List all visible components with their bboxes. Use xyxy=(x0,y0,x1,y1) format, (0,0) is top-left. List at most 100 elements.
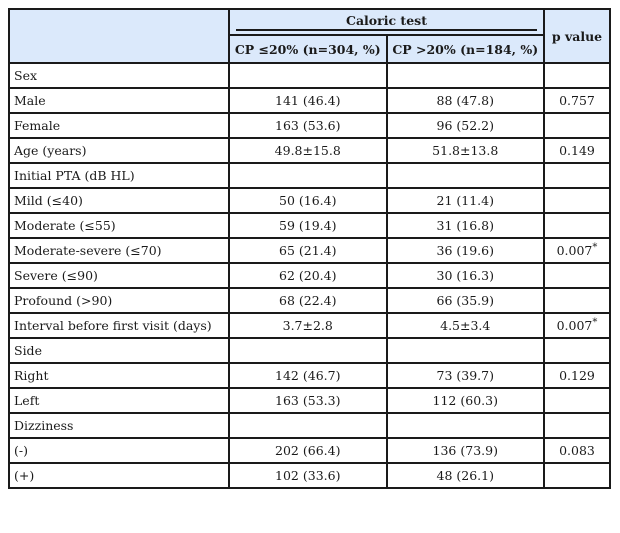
cp-low-value-cell: 102 (33.6) xyxy=(228,462,388,489)
row-label-cell: Initial PTA (dB HL) xyxy=(8,162,230,189)
row-label-cell: Moderate (≤55) xyxy=(8,212,230,239)
table-row: Right 142 (46.7) 73 (39.7) 0.129 xyxy=(8,362,611,389)
cp-low-value-cell: 163 (53.6) xyxy=(228,112,388,139)
row-label-cell: Dizziness xyxy=(8,412,230,439)
header-blank-cell xyxy=(8,8,230,64)
cp-low-value-cell: 163 (53.3) xyxy=(228,387,388,414)
cp-low-value-cell: 3.7±2.8 xyxy=(228,312,388,339)
cp-high-value-cell: 30 (16.3) xyxy=(385,262,545,289)
header-row-top: Caloric test p value xyxy=(8,8,611,64)
caloric-test-group-header: Caloric test xyxy=(228,8,545,36)
cp-low-value-cell: 142 (46.7) xyxy=(228,362,388,389)
p-value-text: 0.007 xyxy=(556,243,593,259)
p-value-text: 0.149 xyxy=(559,143,595,159)
header-row-bottom: CP ≤20% (n=304, %) CP >20% (n=184, %) xyxy=(9,34,610,64)
row-label-cell: Age (years) xyxy=(8,137,230,164)
p-value-cell xyxy=(543,187,611,214)
p-value-text: 0.757 xyxy=(559,93,595,109)
cp-high-value-cell: 73 (39.7) xyxy=(385,362,545,389)
cp-low-value-cell: 59 (19.4) xyxy=(228,212,388,239)
p-value-text: 0.083 xyxy=(559,443,595,459)
table-row: Initial PTA (dB HL) xyxy=(8,162,611,189)
cp-high-value-cell xyxy=(385,62,545,89)
cp-high-value-cell xyxy=(385,412,545,439)
cp-high-value-cell: 136 (73.9) xyxy=(385,437,545,464)
row-label-cell: Severe (≤90) xyxy=(8,262,230,289)
cp-high-value-cell xyxy=(385,337,545,364)
p-value-cell xyxy=(543,162,611,189)
cp-low-header: CP ≤20% (n=304, %) xyxy=(228,34,388,64)
p-value-cell xyxy=(543,387,611,414)
cp-low-value-cell xyxy=(228,62,388,89)
table-row: Male 141 (46.4) 88 (47.8) 0.757 xyxy=(8,87,611,114)
p-value-text: 0.007 xyxy=(556,318,593,334)
p-value-header: p value xyxy=(543,8,611,64)
p-value-cell: 0.007* xyxy=(543,312,611,339)
row-label-cell: Female xyxy=(8,112,230,139)
cp-low-value-cell xyxy=(228,337,388,364)
p-value-cell: 0.083 xyxy=(543,437,611,464)
cp-low-value-cell: 62 (20.4) xyxy=(228,262,388,289)
p-value-cell xyxy=(543,112,611,139)
table-row: Moderate (≤55) 59 (19.4) 31 (16.8) xyxy=(8,212,611,239)
cp-low-value-cell xyxy=(228,162,388,189)
table-row: Age (years) 49.8±15.8 51.8±13.8 0.149 xyxy=(8,137,611,164)
table-row: Female 163 (53.6) 96 (52.2) xyxy=(8,112,611,139)
p-value-cell xyxy=(543,212,611,239)
cp-low-value-cell: 141 (46.4) xyxy=(228,87,388,114)
cp-high-value-cell xyxy=(385,162,545,189)
p-value-cell xyxy=(543,262,611,289)
significance-asterisk: * xyxy=(592,317,598,329)
row-label-cell: Moderate-severe (≤70) xyxy=(8,237,230,264)
cp-low-value-cell: 65 (21.4) xyxy=(228,237,388,264)
table-row: Dizziness xyxy=(8,412,611,439)
significance-asterisk: * xyxy=(592,242,598,254)
row-label-cell: Profound (>90) xyxy=(8,287,230,314)
row-label-cell: (-) xyxy=(8,437,230,464)
table-row: Left 163 (53.3) 112 (60.3) xyxy=(8,387,611,414)
cp-high-value-cell: 36 (19.6) xyxy=(385,237,545,264)
p-value-cell: 0.129 xyxy=(543,362,611,389)
row-label-cell: (+) xyxy=(8,462,230,489)
table-row: Side xyxy=(8,337,611,364)
cp-high-value-cell: 51.8±13.8 xyxy=(385,137,545,164)
cp-high-value-cell: 112 (60.3) xyxy=(385,387,545,414)
table-row: Mild (≤40) 50 (16.4) 21 (11.4) xyxy=(8,187,611,214)
p-value-cell xyxy=(543,62,611,89)
p-value-cell xyxy=(543,337,611,364)
cp-high-value-cell: 66 (35.9) xyxy=(385,287,545,314)
cp-high-value-cell: 96 (52.2) xyxy=(385,112,545,139)
cp-low-value-cell: 68 (22.4) xyxy=(228,287,388,314)
p-value-cell: 0.757 xyxy=(543,87,611,114)
row-label-cell: Left xyxy=(8,387,230,414)
cp-low-value-cell: 50 (16.4) xyxy=(228,187,388,214)
p-value-cell xyxy=(543,412,611,439)
row-label-cell: Mild (≤40) xyxy=(8,187,230,214)
cp-high-value-cell: 88 (47.8) xyxy=(385,87,545,114)
cp-low-value-cell xyxy=(228,412,388,439)
table-row: (+) 102 (33.6) 48 (26.1) xyxy=(8,462,611,489)
table-row: Profound (>90) 68 (22.4) 66 (35.9) xyxy=(8,287,611,314)
p-value-cell: 0.149 xyxy=(543,137,611,164)
row-label-cell: Male xyxy=(8,87,230,114)
caloric-test-label: Caloric test xyxy=(236,13,537,31)
table-header: Caloric test p value CP ≤20% (n=304, %) … xyxy=(8,8,611,64)
p-value-cell xyxy=(543,287,611,314)
p-value-cell xyxy=(543,462,611,489)
row-label-cell: Sex xyxy=(8,62,230,89)
cp-high-header: CP >20% (n=184, %) xyxy=(385,34,545,64)
table-body: Sex Male 141 (46.4) 88 (47.8) 0.757 Female 163… xyxy=(8,62,611,489)
cp-high-value-cell: 4.5±3.4 xyxy=(385,312,545,339)
table-row: Moderate-severe (≤70) 65 (21.4) 36 (19.6) 0… xyxy=(8,237,611,264)
table-row: Interval before first visit (days) 3.7±2.… xyxy=(8,312,611,339)
cp-high-value-cell: 31 (16.8) xyxy=(385,212,545,239)
data-table: Caloric test p value CP ≤20% (n=304, %) … xyxy=(8,8,611,489)
p-value-cell: 0.007* xyxy=(543,237,611,264)
table-row: (-) 202 (66.4) 136 (73.9) 0.083 xyxy=(8,437,611,464)
row-label-cell: Side xyxy=(8,337,230,364)
cp-high-value-cell: 48 (26.1) xyxy=(385,462,545,489)
cp-low-value-cell: 202 (66.4) xyxy=(228,437,388,464)
table-row: Sex xyxy=(8,62,611,89)
cp-high-value-cell: 21 (11.4) xyxy=(385,187,545,214)
row-label-cell: Interval before first visit (days) xyxy=(8,312,230,339)
